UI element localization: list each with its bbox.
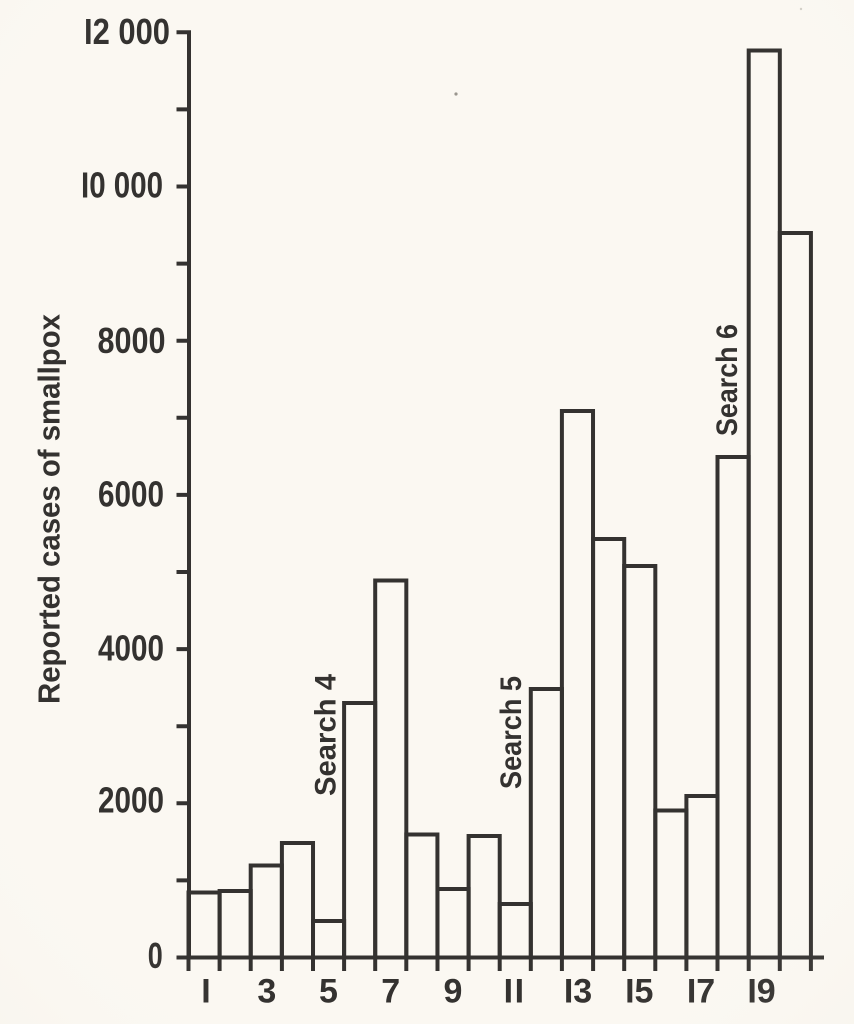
svg-text:Search 6: Search 6	[711, 324, 744, 436]
svg-text:Search 5: Search 5	[495, 676, 528, 789]
svg-text:2000: 2000	[98, 780, 164, 821]
svg-text:4000: 4000	[98, 628, 164, 669]
svg-text:8000: 8000	[98, 320, 166, 361]
svg-text:9: 9	[444, 973, 463, 1011]
svg-text:5: 5	[319, 973, 338, 1011]
svg-text:I3: I3	[564, 973, 592, 1011]
svg-text:I9: I9	[747, 973, 775, 1011]
svg-text:6000: 6000	[98, 474, 164, 515]
svg-text:Reported cases of smallpox: Reported cases of smallpox	[31, 313, 66, 704]
svg-text:I0 000: I0 000	[81, 165, 163, 206]
svg-text:7: 7	[381, 973, 400, 1011]
svg-text:I7: I7	[687, 973, 715, 1011]
svg-text:Search 4: Search 4	[310, 674, 343, 796]
svg-text:II: II	[504, 973, 526, 1011]
svg-text:3: 3	[257, 973, 276, 1011]
svg-text:I5: I5	[625, 973, 653, 1011]
svg-text:I2 000: I2 000	[84, 11, 170, 52]
svg-text:I: I	[201, 973, 210, 1011]
svg-text:0: 0	[148, 935, 163, 976]
